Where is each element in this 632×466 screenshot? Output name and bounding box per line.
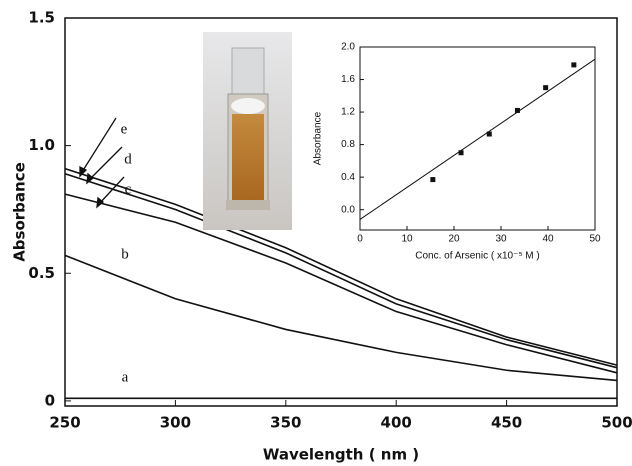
series-line [65,255,617,380]
x-tick-label: 30 [495,234,507,245]
arrows [80,118,124,207]
y-tick-label: 0.0 [341,204,355,215]
y-axis-label: Absorbance [313,111,324,165]
series-line [360,59,595,219]
y-tick-label: 0.8 [341,139,355,150]
y-tick-label: 0.4 [341,172,355,183]
x-tick-label: 20 [448,234,460,245]
curve-label: b [121,246,129,262]
inset-chart: 0 10 20 30 40 50 0.0 0.4 0.8 1.2 1.6 2.0 Conc. of Ar… [313,42,601,262]
y-tick-label: 0.5 [28,264,55,282]
photo [203,32,292,230]
y-tick-label: 1.6 [341,74,355,85]
y-tick-label: 0 [45,391,55,409]
x-tick-label: 10 [401,234,413,245]
figure: 25030035040045050000.51.01.5Wavelength (… [0,0,632,466]
plot-frame [360,47,595,230]
x-tick-label: 400 [381,414,412,432]
x-tick-label: 500 [601,414,632,432]
y-tick-label: 1.2 [341,107,355,118]
y-tick-label: 2.0 [341,42,355,53]
y-tick-label: 1.0 [28,136,55,154]
scatter-point [430,177,435,182]
x-tick-label: 40 [542,234,554,245]
x-axis-label: Conc. of Arsenic ( x10⁻⁵ M ) [415,251,539,262]
y-axis-label: Absorbance [11,162,29,262]
x-axis-label: Wavelength ( nm ) [263,446,419,464]
y-tick-label: 1.5 [28,9,55,27]
series-line [65,174,617,368]
curve-label: d [124,151,132,167]
x-tick-label: 350 [270,414,301,432]
scatter-point [543,85,548,90]
x-tick-label: 250 [49,414,80,432]
curve-label: a [122,369,129,385]
x-tick-label: 300 [160,414,191,432]
scatter-point [571,62,576,67]
x-tick-label: 50 [589,234,601,245]
curve-label: e [121,121,128,137]
x-tick-label: 450 [491,414,522,432]
x-tick-label: 0 [357,234,363,245]
series-line [65,169,617,366]
